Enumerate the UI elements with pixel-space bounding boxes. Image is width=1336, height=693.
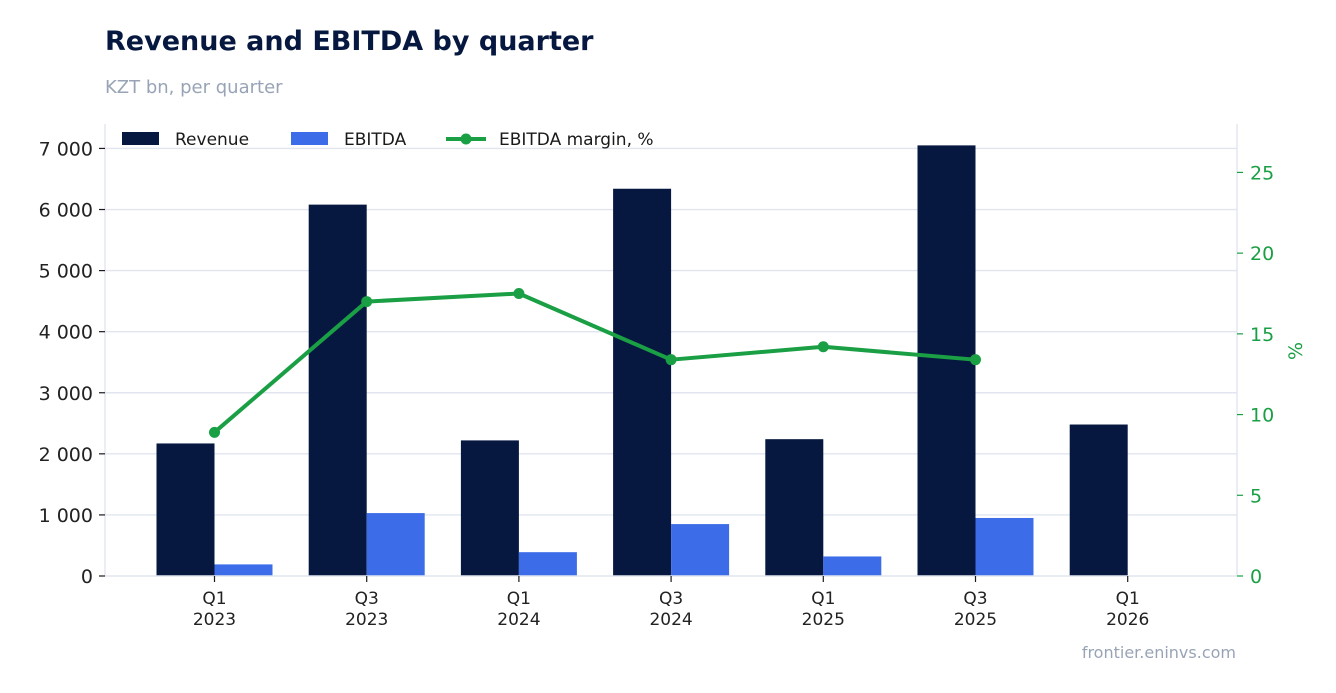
y-left-tick-label: 3 000 — [39, 383, 93, 405]
margin-point — [970, 354, 981, 366]
chart-subtitle: KZT bn, per quarter — [105, 77, 283, 98]
legend: Revenue EBITDA EBITDA margin, % — [122, 130, 654, 150]
x-tick-label-year: 2024 — [649, 610, 692, 630]
y-left-tick-label: 0 — [81, 566, 93, 588]
x-tick-label-year: 2026 — [1106, 610, 1149, 630]
legend-marker-margin — [460, 133, 472, 145]
y-right-tick-label: 5 — [1250, 485, 1262, 507]
y-left-tick-label: 6 000 — [39, 200, 93, 222]
revenue-bar — [613, 188, 672, 576]
ebitda-bar — [823, 556, 882, 576]
x-tick-label-year: 2023 — [345, 610, 388, 630]
ebitda-bar — [366, 513, 425, 576]
source-credit: frontier.eninvs.com — [1081, 643, 1236, 662]
ebitda-bar — [975, 517, 1034, 576]
legend-swatch-revenue — [122, 132, 159, 145]
revenue-bar — [156, 443, 215, 576]
x-tick-label-quarter: Q3 — [963, 589, 987, 609]
revenue-bar — [765, 439, 824, 576]
ebitda-bar — [518, 552, 577, 576]
margin-point — [513, 288, 525, 299]
legend-label-ebitda: EBITDA — [344, 130, 407, 150]
x-tick-label-quarter: Q1 — [811, 589, 835, 609]
x-tick-label-quarter: Q1 — [202, 589, 226, 609]
y-right-tick-label: 25 — [1250, 162, 1274, 184]
x-tick-label-quarter: Q3 — [355, 589, 379, 609]
margin-point — [665, 354, 677, 366]
revenue-bar — [1069, 424, 1128, 576]
margin-point — [361, 296, 373, 308]
bars — [156, 145, 1128, 577]
y-left-tick-label: 5 000 — [39, 261, 93, 283]
y-left-tick-label: 1 000 — [39, 505, 93, 527]
margin-point — [817, 341, 829, 353]
ebitda-bar — [214, 564, 273, 576]
chart-title: Revenue and EBITDA by quarter — [105, 26, 594, 57]
legend-swatch-ebitda — [291, 132, 328, 145]
margin-point — [209, 426, 220, 438]
x-tick-label-year: 2025 — [954, 610, 997, 630]
legend-label-revenue: Revenue — [175, 130, 249, 150]
y-right-tick-label: 15 — [1250, 324, 1274, 346]
y-right-tick-label: 0 — [1250, 566, 1262, 588]
revenue-bar — [460, 440, 519, 576]
margin-line-path — [213, 291, 976, 434]
y-left-tick-label: 4 000 — [39, 322, 93, 344]
y-left-tick-label: 2 000 — [39, 444, 93, 466]
x-tick-label-quarter: Q3 — [659, 589, 683, 609]
margin-line — [209, 288, 981, 438]
axes: 0 1 000 2 000 3 000 4 000 5 000 6 000 7 000 0 5 10… — [39, 124, 1307, 630]
x-tick-label-quarter: Q1 — [507, 589, 531, 609]
revenue-bar — [308, 204, 367, 577]
y-right-axis-label: % — [1285, 342, 1307, 360]
x-tick-label-quarter: Q1 — [1116, 589, 1140, 609]
y-right-tick-label: 20 — [1250, 243, 1274, 265]
y-left-tick-label: 7 000 — [39, 138, 93, 160]
legend-label-margin: EBITDA margin, % — [499, 130, 654, 150]
y-right-tick-label: 10 — [1250, 405, 1274, 427]
ebitda-bar — [671, 524, 730, 576]
x-tick-label-year: 2023 — [193, 610, 236, 630]
x-tick-label-year: 2025 — [802, 610, 845, 630]
x-tick-label-year: 2024 — [497, 610, 540, 630]
